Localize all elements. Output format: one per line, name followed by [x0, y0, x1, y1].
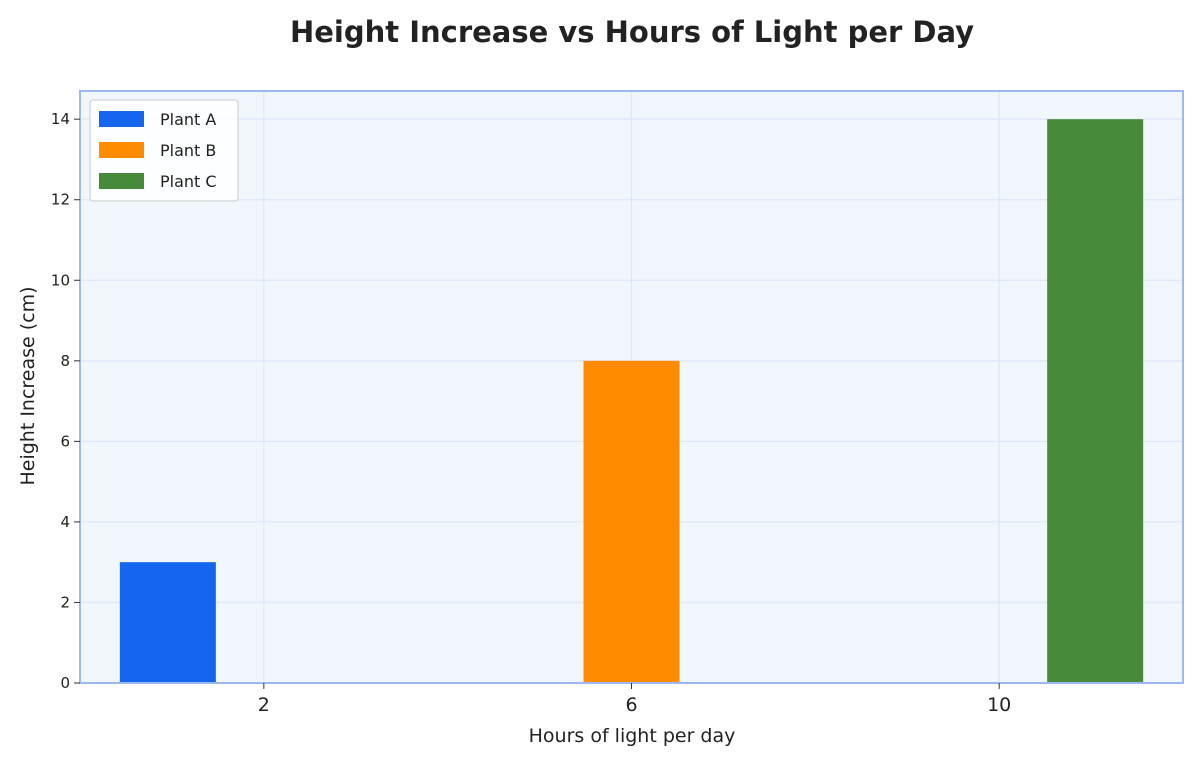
legend-swatch	[99, 111, 144, 127]
legend-label: Plant C	[160, 172, 217, 191]
bar-plant-b-6	[583, 360, 680, 683]
y-tick-label: 0	[60, 674, 70, 692]
chart-title: Height Increase vs Hours of Light per Da…	[290, 15, 974, 49]
bar-plant-c-10	[1047, 119, 1144, 683]
legend-swatch	[99, 142, 144, 158]
y-tick-label: 12	[51, 191, 70, 209]
y-tick-label: 8	[60, 352, 70, 370]
y-axis-ticks: 0 2 4 6 8 10 12 14	[51, 110, 80, 692]
legend-swatch	[99, 173, 144, 189]
x-tick-label: 6	[625, 694, 637, 716]
x-axis-label: Hours of light per day	[529, 725, 736, 747]
y-tick-label: 10	[51, 271, 70, 289]
legend-label: Plant A	[160, 110, 216, 129]
y-tick-label: 6	[60, 432, 70, 450]
x-tick-label: 10	[987, 694, 1011, 716]
y-axis-label: Height Increase (cm)	[17, 286, 39, 485]
y-tick-label: 2	[60, 593, 70, 611]
x-axis-ticks: 2 6 10	[258, 683, 1011, 716]
legend-label: Plant B	[160, 141, 216, 160]
bar-plant-a-2	[119, 562, 216, 683]
bars	[119, 119, 1144, 683]
x-tick-label: 2	[258, 694, 270, 716]
legend: Plant A Plant B Plant C	[89, 99, 239, 202]
y-tick-label: 4	[60, 513, 70, 531]
y-tick-label: 14	[51, 110, 70, 128]
